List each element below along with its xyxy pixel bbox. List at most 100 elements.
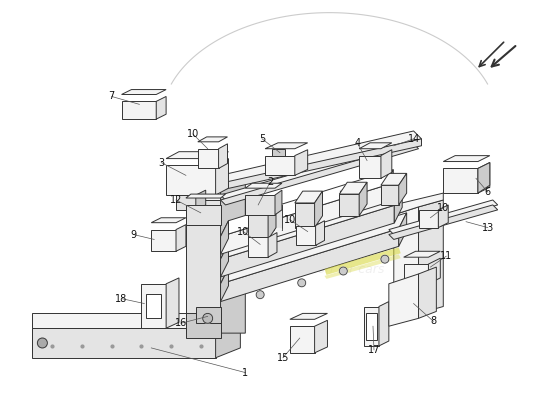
- Circle shape: [37, 338, 47, 348]
- Polygon shape: [186, 194, 225, 198]
- Text: 16: 16: [175, 318, 187, 328]
- Ellipse shape: [274, 228, 282, 231]
- Text: 4: 4: [354, 138, 360, 148]
- Polygon shape: [419, 267, 436, 318]
- Polygon shape: [32, 328, 216, 358]
- Polygon shape: [166, 278, 179, 328]
- Polygon shape: [379, 302, 389, 346]
- Polygon shape: [438, 205, 448, 228]
- Polygon shape: [248, 212, 268, 240]
- Polygon shape: [275, 190, 282, 215]
- Polygon shape: [359, 143, 392, 149]
- Text: 11: 11: [440, 251, 453, 261]
- Polygon shape: [221, 268, 228, 302]
- Polygon shape: [221, 131, 421, 183]
- Polygon shape: [186, 205, 221, 225]
- Polygon shape: [399, 173, 406, 205]
- Polygon shape: [272, 149, 285, 156]
- Polygon shape: [443, 156, 490, 162]
- Polygon shape: [216, 304, 240, 358]
- Circle shape: [381, 255, 389, 263]
- Polygon shape: [221, 144, 419, 205]
- Text: 10: 10: [437, 203, 449, 213]
- Polygon shape: [381, 173, 406, 185]
- Polygon shape: [324, 247, 401, 275]
- Text: 9: 9: [130, 230, 136, 240]
- Polygon shape: [141, 284, 166, 328]
- Ellipse shape: [306, 198, 313, 200]
- FancyBboxPatch shape: [306, 199, 313, 222]
- Polygon shape: [290, 326, 315, 353]
- Polygon shape: [268, 232, 277, 257]
- Polygon shape: [151, 218, 186, 223]
- Polygon shape: [478, 162, 490, 193]
- Polygon shape: [221, 221, 228, 254]
- Text: ces: ces: [288, 208, 371, 251]
- Polygon shape: [295, 191, 322, 203]
- Polygon shape: [389, 274, 419, 326]
- Text: 13: 13: [482, 223, 494, 233]
- Polygon shape: [186, 200, 221, 333]
- Polygon shape: [389, 200, 498, 234]
- Polygon shape: [245, 183, 282, 188]
- Polygon shape: [248, 200, 276, 212]
- Polygon shape: [386, 170, 393, 203]
- Polygon shape: [221, 213, 406, 284]
- Text: 3: 3: [158, 158, 164, 168]
- Polygon shape: [156, 96, 166, 119]
- Text: 14: 14: [408, 134, 420, 144]
- Polygon shape: [315, 320, 327, 353]
- Polygon shape: [198, 149, 218, 168]
- Polygon shape: [315, 191, 322, 228]
- Polygon shape: [221, 205, 394, 277]
- Polygon shape: [359, 156, 381, 178]
- Polygon shape: [176, 225, 186, 251]
- Polygon shape: [404, 264, 428, 284]
- Text: 85: 85: [373, 208, 405, 232]
- Polygon shape: [176, 195, 196, 210]
- Text: 2: 2: [267, 177, 273, 187]
- Polygon shape: [221, 175, 245, 333]
- Polygon shape: [443, 168, 478, 193]
- Text: 15: 15: [277, 353, 289, 363]
- Ellipse shape: [274, 204, 282, 206]
- Polygon shape: [399, 213, 406, 246]
- Polygon shape: [196, 306, 221, 323]
- Polygon shape: [122, 90, 166, 94]
- Polygon shape: [245, 195, 275, 215]
- Polygon shape: [419, 200, 443, 314]
- FancyBboxPatch shape: [274, 205, 282, 230]
- Polygon shape: [296, 226, 316, 245]
- Polygon shape: [122, 101, 156, 119]
- Polygon shape: [32, 323, 221, 338]
- Polygon shape: [186, 314, 221, 338]
- Circle shape: [256, 291, 264, 299]
- Circle shape: [203, 314, 213, 323]
- Text: 6: 6: [485, 187, 491, 197]
- Text: 10: 10: [186, 129, 199, 139]
- Polygon shape: [359, 182, 367, 216]
- Polygon shape: [221, 170, 393, 236]
- Polygon shape: [295, 203, 315, 228]
- Ellipse shape: [340, 190, 348, 192]
- Polygon shape: [268, 200, 276, 240]
- Text: 18: 18: [116, 294, 128, 304]
- Text: 10: 10: [284, 215, 296, 225]
- Polygon shape: [221, 228, 399, 302]
- Polygon shape: [265, 143, 307, 149]
- Polygon shape: [394, 193, 443, 215]
- Polygon shape: [366, 314, 377, 340]
- Polygon shape: [324, 254, 401, 279]
- Polygon shape: [221, 139, 419, 200]
- Text: 12: 12: [170, 195, 182, 205]
- Polygon shape: [198, 137, 228, 142]
- Polygon shape: [295, 150, 307, 175]
- Polygon shape: [419, 210, 438, 228]
- Text: 17: 17: [368, 345, 380, 355]
- Polygon shape: [381, 185, 399, 205]
- Ellipse shape: [306, 220, 313, 223]
- Polygon shape: [32, 314, 216, 328]
- Polygon shape: [166, 166, 216, 195]
- Polygon shape: [364, 306, 379, 346]
- Polygon shape: [32, 338, 221, 353]
